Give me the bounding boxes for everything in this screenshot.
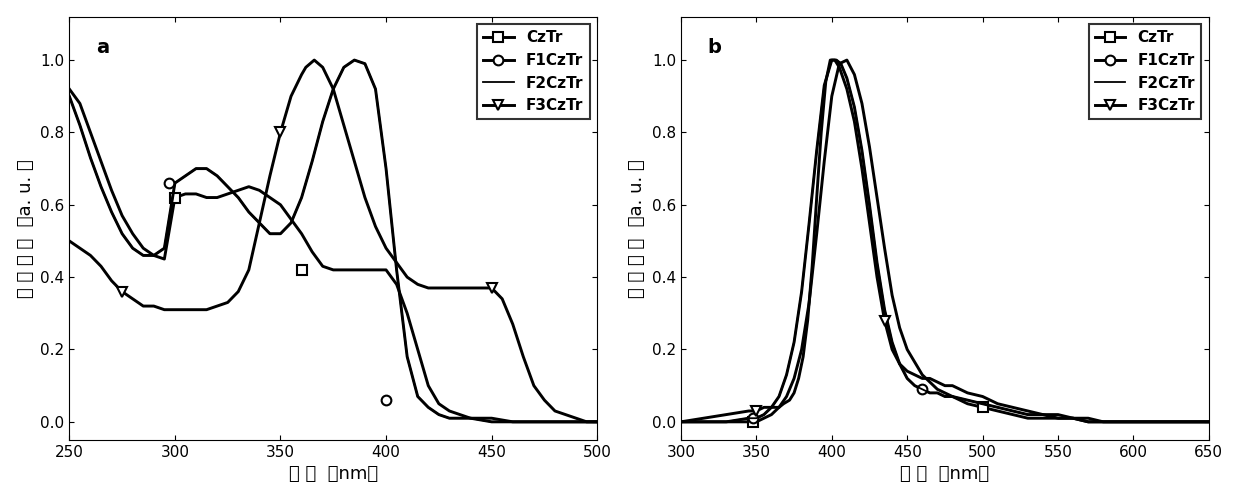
Legend: CzTr, F1CzTr, F2CzTr, F3CzTr: CzTr, F1CzTr, F2CzTr, F3CzTr	[1089, 24, 1202, 120]
X-axis label: 波 长  （nm）: 波 长 （nm）	[289, 466, 378, 483]
Y-axis label: 荧 光 强 度  （a. u. ）: 荧 光 强 度 （a. u. ）	[629, 159, 646, 298]
Legend: CzTr, F1CzTr, F2CzTr, F3CzTr: CzTr, F1CzTr, F2CzTr, F3CzTr	[477, 24, 589, 120]
Y-axis label: 吸 光 强 度  （a. u. ）: 吸 光 强 度 （a. u. ）	[16, 159, 35, 298]
Text: a: a	[95, 38, 109, 57]
Text: b: b	[707, 38, 722, 57]
X-axis label: 波 长  （nm）: 波 长 （nm）	[900, 466, 990, 483]
